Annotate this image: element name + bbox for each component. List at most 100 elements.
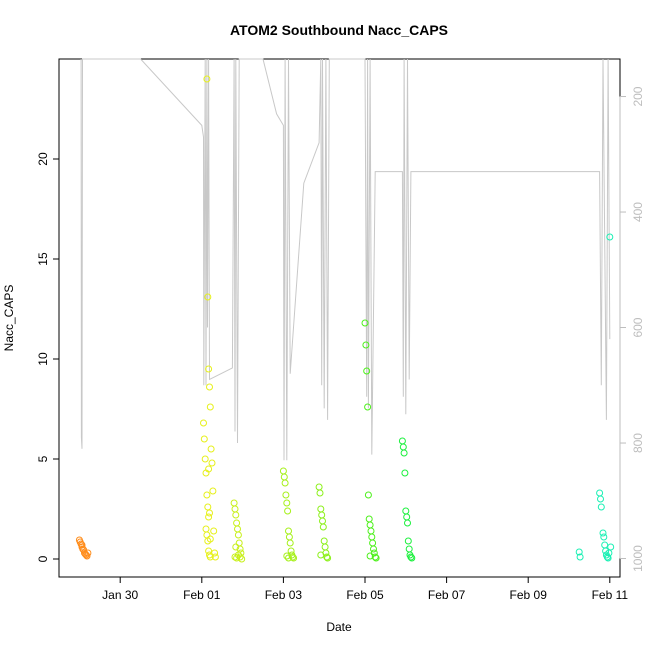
data-point (207, 445, 215, 453)
data-point (208, 459, 216, 467)
data-point (231, 553, 239, 561)
data-point (84, 549, 92, 557)
y-tick-label: 20 (36, 152, 50, 166)
chart-title: ATOM2 Southbound Nacc_CAPS (230, 22, 448, 38)
secondary-tick-label: 600 (631, 317, 645, 337)
data-point (402, 507, 410, 515)
data-point (200, 419, 207, 427)
secondary-tick-label: 200 (631, 86, 645, 106)
data-point (408, 554, 416, 562)
data-point (318, 511, 326, 519)
data-point (204, 293, 212, 301)
data-point (285, 533, 293, 541)
data-point (401, 469, 409, 477)
data-point (363, 367, 371, 375)
data-point (209, 487, 217, 495)
data-point (365, 515, 373, 523)
data-point (234, 525, 241, 533)
data-point (205, 513, 213, 521)
data-point (319, 523, 327, 531)
pressure-line (80, 58, 611, 461)
data-point (230, 499, 238, 507)
x-tick-label: Feb 07 (428, 588, 466, 602)
data-point (368, 533, 376, 541)
data-point (324, 554, 332, 562)
data-point (576, 553, 584, 561)
data-point (202, 525, 210, 533)
y-tick-label: 15 (36, 252, 50, 266)
data-point (206, 383, 213, 391)
data-point (201, 455, 209, 463)
y-tick-label: 10 (36, 352, 50, 366)
y-tick-label: 5 (36, 455, 50, 462)
data-point (404, 537, 412, 545)
data-point (233, 519, 241, 527)
data-point (367, 527, 375, 535)
data-point (285, 554, 292, 562)
data-point (316, 489, 324, 497)
data-point (321, 543, 329, 551)
data-point (235, 539, 243, 547)
points-layer (75, 75, 615, 563)
data-point (403, 513, 411, 521)
data-point (211, 549, 219, 557)
data-point (282, 491, 290, 499)
data-point (366, 521, 374, 529)
data-point (405, 545, 413, 553)
data-point (599, 529, 607, 537)
x-axis-label: Date (326, 620, 352, 634)
data-point (369, 539, 377, 547)
data-point (285, 527, 292, 535)
secondary-tick-label: 1000 (631, 545, 645, 572)
x-tick-label: Feb 05 (346, 588, 384, 602)
x-tick-label: Feb 09 (510, 588, 548, 602)
plot-frame (58, 58, 621, 578)
x-tick-label: Feb 03 (265, 588, 303, 602)
data-point (597, 503, 605, 511)
data-point (78, 541, 86, 549)
data-point (320, 537, 328, 545)
data-point (317, 505, 325, 513)
data-point (206, 509, 213, 517)
data-point (319, 517, 326, 525)
data-point (206, 403, 214, 411)
y-axis-label: Nacc_CAPS (2, 285, 16, 352)
data-point (315, 483, 323, 491)
data-point (323, 553, 331, 561)
data-point (77, 540, 85, 548)
data-point (231, 505, 239, 513)
data-point (210, 527, 218, 535)
data-point (364, 491, 372, 499)
secondary-y-axis: 200 400 600 800 1000 (619, 86, 645, 572)
y-tick-label: 0 (36, 555, 50, 562)
data-point (82, 551, 90, 559)
data-point (575, 548, 583, 556)
data-point (603, 553, 611, 561)
data-point (400, 449, 408, 457)
data-point (284, 507, 292, 515)
data-point (203, 531, 211, 539)
data-point (205, 465, 213, 473)
data-point (211, 553, 219, 561)
data-point (407, 553, 415, 561)
data-point (236, 553, 244, 561)
data-point (283, 552, 291, 560)
y-axis: 0 5 10 15 20 (36, 152, 59, 562)
x-axis: Jan 30 Feb 01 Feb 03 Feb 05 Feb 07 Feb 09 Feb … (102, 577, 628, 602)
data-point (280, 473, 288, 481)
data-point (205, 547, 213, 555)
data-point (281, 479, 289, 487)
data-point (83, 552, 91, 560)
data-point (607, 543, 615, 551)
data-point (204, 503, 212, 511)
data-point (206, 553, 214, 561)
data-point (604, 554, 612, 562)
data-point (601, 541, 609, 549)
data-point (279, 467, 287, 475)
data-point (203, 491, 211, 499)
data-point (203, 75, 211, 83)
data-point (596, 489, 604, 497)
x-tick-label: Feb 01 (183, 588, 221, 602)
data-point (404, 519, 411, 527)
